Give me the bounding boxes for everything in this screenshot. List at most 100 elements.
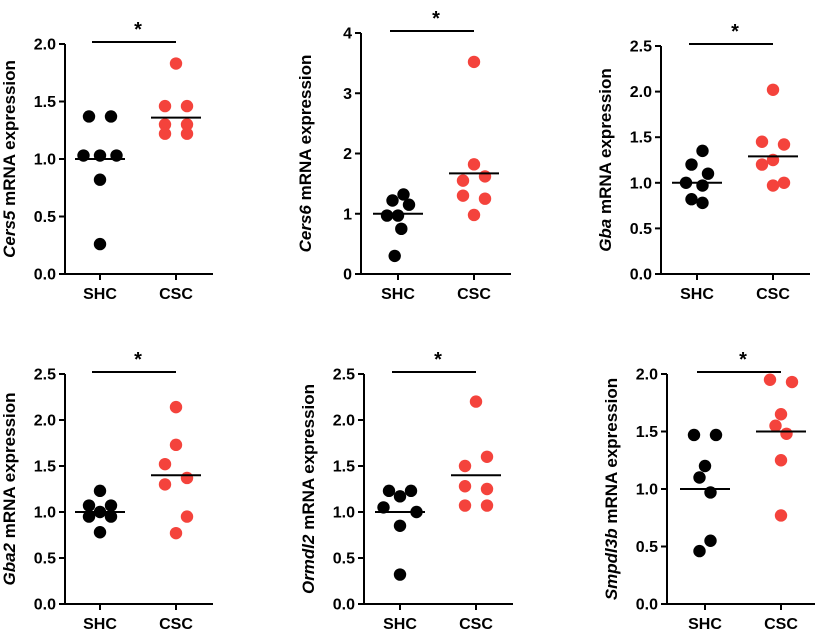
data-point-csc — [180, 99, 194, 113]
data-point-csc — [458, 459, 472, 473]
data-point-csc — [763, 373, 777, 386]
y-axis-title-gene: Gba2 — [0, 542, 19, 585]
data-point-shc — [709, 428, 723, 442]
data-point-csc — [766, 179, 780, 192]
y-tick-label: 0.0 — [34, 267, 56, 284]
data-point-csc — [169, 526, 183, 540]
y-tick-label: 2.5 — [333, 367, 355, 384]
data-point-csc — [158, 457, 172, 471]
data-point-csc — [456, 174, 470, 187]
data-point-csc — [480, 482, 494, 496]
data-point-csc — [480, 450, 494, 463]
y-tick-label: 1.5 — [34, 459, 56, 476]
x-tick-label: SHC — [83, 616, 117, 629]
significance-star: * — [739, 349, 747, 371]
y-tick-label: 0.5 — [34, 551, 56, 568]
y-axis-title-gene: Ormdl2 — [299, 534, 318, 594]
data-point-csc — [766, 83, 780, 96]
data-point-csc — [158, 99, 172, 113]
x-tick-label: CSC — [457, 286, 491, 303]
data-point-shc — [377, 501, 390, 514]
y-tick-label: 2.5 — [630, 39, 652, 56]
data-point-shc — [382, 484, 396, 498]
data-point-shc — [698, 459, 712, 473]
data-point-shc — [402, 198, 416, 211]
data-point-csc — [480, 499, 494, 512]
y-axis-title: Cers5 mRNA expression — [0, 60, 19, 258]
data-point-csc — [780, 427, 793, 440]
data-point-shc — [93, 173, 107, 186]
x-tick-label: SHC — [381, 286, 415, 303]
x-tick-label: SHC — [83, 286, 117, 303]
y-tick-label: 1.0 — [333, 505, 355, 522]
y-axis-title-suffix: mRNA expression — [299, 384, 318, 535]
significance-star: * — [134, 19, 142, 41]
data-point-shc — [388, 249, 401, 263]
data-point-shc — [104, 110, 118, 123]
y-axis-title-suffix: mRNA expression — [602, 378, 621, 529]
y-tick-label: 2.0 — [636, 367, 658, 384]
y-axis-title-gene: Cers5 — [0, 210, 19, 258]
data-point-shc — [395, 222, 408, 236]
x-tick-label: CSC — [159, 616, 193, 629]
chart-panel-gba: 0.0 0.5 1.0 1.5 2.0 2.5 SHC CSC Gba mRNA express… — [596, 21, 810, 303]
y-axis-title-suffix: mRNA expression — [0, 392, 19, 543]
y-tick-label: 0.0 — [636, 597, 658, 614]
y-tick-label: 0 — [343, 267, 352, 284]
data-point-shc — [393, 519, 407, 532]
significance-star: * — [731, 21, 739, 43]
significance-star: * — [434, 349, 442, 371]
y-axis-title-gene: Gba — [596, 219, 615, 252]
chart-panel-smpdl3b: 0.0 0.5 1.0 1.5 2.0 SHC CSC Smpdl3b mRNA expres… — [602, 349, 815, 629]
data-point-csc — [458, 499, 472, 512]
data-point-csc — [478, 192, 492, 205]
chart-panel-cers6: 0 1 2 3 4 SHC CSC Cers6 mRNA expression * — [296, 8, 511, 303]
data-point-csc — [777, 138, 791, 151]
y-tick-label: 2.0 — [34, 37, 56, 54]
x-tick-label: SHC — [680, 286, 714, 303]
data-point-csc — [180, 510, 194, 523]
data-point-csc — [467, 208, 481, 222]
y-tick-label: 2.0 — [333, 413, 355, 430]
data-point-shc — [104, 499, 118, 512]
data-point-csc — [755, 158, 769, 171]
data-point-shc — [693, 544, 706, 558]
data-point-csc — [469, 395, 483, 408]
data-point-shc — [82, 499, 96, 512]
y-axis-title-suffix: mRNA expression — [0, 60, 19, 211]
data-point-shc — [391, 209, 405, 222]
y-tick-label: 1.0 — [34, 505, 56, 522]
y-axis-title-gene: Smpdl3b — [602, 528, 621, 600]
data-point-csc — [755, 135, 769, 148]
data-point-shc — [393, 490, 407, 503]
y-tick-label: 2.0 — [630, 84, 652, 101]
data-point-csc — [458, 480, 472, 493]
y-tick-label: 2 — [343, 146, 352, 163]
data-point-csc — [456, 189, 470, 202]
data-point-csc — [774, 408, 788, 421]
y-tick-label: 0.5 — [630, 221, 652, 238]
y-tick-label: 3 — [343, 86, 352, 103]
data-point-csc — [769, 419, 782, 432]
data-point-csc — [467, 158, 481, 171]
y-axis-title: Cers6 mRNA expression — [296, 55, 315, 253]
y-tick-label: 1.5 — [636, 424, 658, 441]
y-tick-label: 1.5 — [34, 94, 56, 111]
y-tick-label: 0.0 — [333, 597, 355, 614]
y-axis-title: Gba mRNA expression — [596, 68, 615, 252]
data-point-shc — [696, 179, 709, 192]
data-point-shc — [397, 188, 410, 201]
data-point-shc — [696, 196, 709, 210]
chart-panel-gba2: 0.0 0.5 1.0 1.5 2.0 2.5 SHC CSC Gba2 mRNA expres… — [0, 349, 213, 629]
data-point-csc — [169, 438, 183, 452]
data-point-shc — [82, 510, 96, 523]
y-tick-label: 1.0 — [34, 152, 56, 169]
significance-star: * — [134, 349, 142, 371]
x-tick-label: CSC — [764, 616, 798, 629]
y-tick-label: 2.0 — [34, 413, 56, 430]
data-point-csc — [467, 55, 481, 69]
data-point-shc — [104, 510, 118, 523]
data-point-shc — [701, 167, 715, 180]
x-tick-label: CSC — [159, 286, 193, 303]
data-point-csc — [169, 57, 183, 70]
